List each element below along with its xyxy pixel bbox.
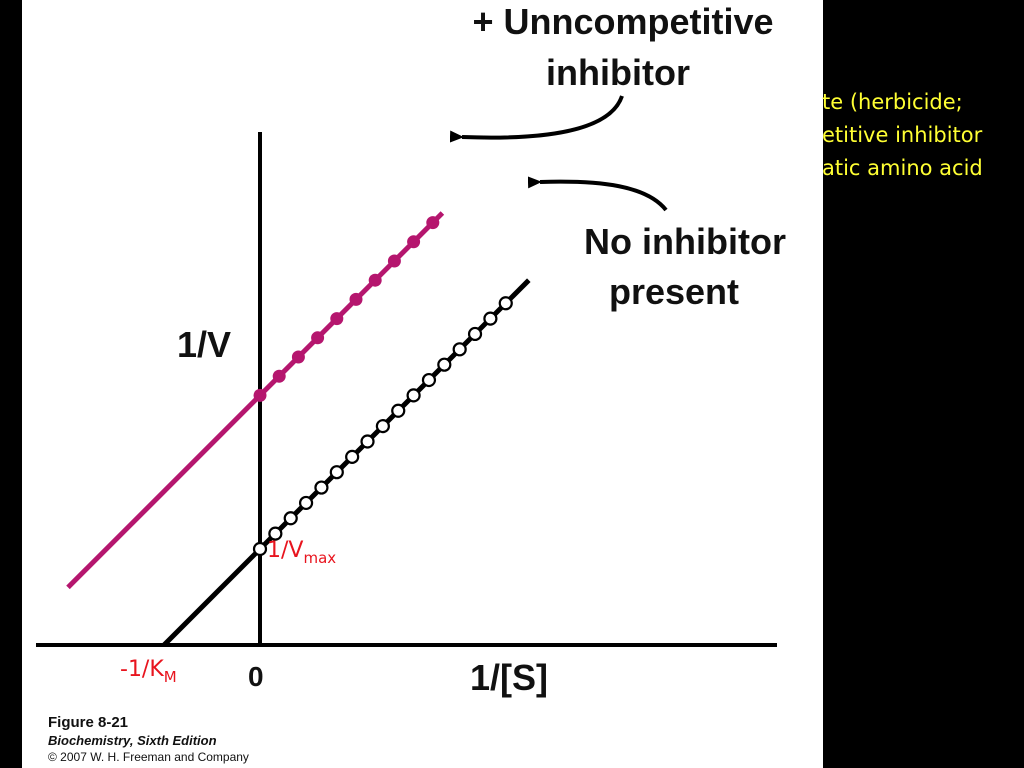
y-intercept-annotation: 1/Vmax [267, 538, 336, 567]
data-point [349, 292, 363, 306]
side-note-line-1: te (herbicide; [822, 90, 963, 114]
side-note-line-2: etitive inhibitor [822, 123, 983, 147]
data-point [360, 434, 375, 449]
arrow-to-control-line [527, 176, 668, 212]
data-point [483, 311, 498, 326]
data-point [252, 541, 268, 557]
y-axis-label: 1/V [177, 324, 231, 365]
side-note-line-3: atic amino acid [822, 156, 983, 180]
x-tick-label-zero: 0 [248, 661, 264, 692]
figure-number-caption: Figure 8-21 [48, 714, 129, 731]
data-point [329, 465, 344, 480]
line-inhibited-series [66, 211, 445, 590]
data-point [375, 419, 390, 434]
data-point [311, 331, 325, 345]
data-point [298, 495, 314, 511]
figure-panel: 1/V 1/[S] 0 -1/KM 1/Vmax + Unncompetitiv… [22, 0, 823, 768]
data-point [467, 326, 483, 342]
book-title-caption: Biochemistry, Sixth Edition [48, 733, 217, 748]
arrow-to-inhibited-line [449, 95, 624, 143]
data-point [345, 449, 360, 464]
data-point [330, 312, 344, 326]
data-point [253, 388, 267, 402]
data-point [314, 480, 329, 495]
data-point [283, 511, 298, 526]
lineweaver-burk-chart: 1/V 1/[S] 0 -1/KM 1/Vmax + Unncompetitiv… [36, 1, 796, 698]
x-intercept-annotation: -1/KM [120, 657, 177, 686]
data-point [291, 350, 305, 364]
inhibited-series-label: + Unncompetitive inhibitor [472, 1, 783, 93]
x-axis-label: 1/[S] [470, 657, 548, 698]
data-point [452, 342, 467, 357]
data-point [272, 369, 286, 383]
line-no-inhibitor-series [162, 278, 531, 647]
data-point [406, 388, 421, 403]
data-point [391, 403, 406, 418]
data-point [498, 296, 513, 311]
data-point [268, 526, 283, 541]
left-black-margin [0, 0, 22, 768]
data-point [387, 254, 401, 268]
data-point [437, 357, 452, 372]
points-inhibited-series [253, 216, 440, 402]
no-inhibitor-series-label: No inhibitor present [584, 221, 796, 312]
points-no-inhibitor-series [252, 296, 513, 557]
copyright-caption: © 2007 W. H. Freeman and Company [48, 750, 249, 764]
data-point [368, 273, 382, 287]
data-point [407, 235, 421, 249]
data-point [421, 372, 437, 388]
data-point [426, 216, 440, 230]
